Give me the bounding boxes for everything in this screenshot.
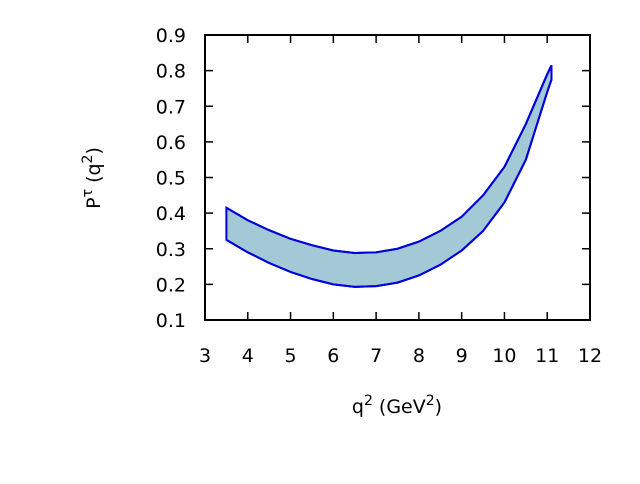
y-axis-label: Pτ (q2) bbox=[80, 147, 105, 209]
y-axis-label-part: ) bbox=[83, 147, 105, 154]
x-tick-label: 4 bbox=[242, 345, 254, 367]
y-tick-label: 0.7 bbox=[156, 96, 186, 118]
y-axis-label-part: τ bbox=[80, 189, 96, 197]
x-tick-label: 8 bbox=[413, 345, 425, 367]
band-fill bbox=[225, 64, 553, 288]
y-axis-label-part: P bbox=[83, 197, 105, 208]
x-tick-label: 12 bbox=[578, 345, 602, 367]
x-tick-label: 3 bbox=[199, 345, 211, 367]
y-tick-label: 0.2 bbox=[156, 274, 186, 296]
x-tick-label: 11 bbox=[535, 345, 559, 367]
x-tick-label: 7 bbox=[370, 345, 382, 367]
y-tick-label: 0.6 bbox=[156, 132, 186, 154]
x-tick-label: 10 bbox=[492, 345, 516, 367]
x-axis-label-part: 2 bbox=[426, 393, 435, 409]
x-axis-label-part: ) bbox=[435, 396, 442, 418]
y-tick-label: 0.8 bbox=[156, 61, 186, 83]
y-tick-label: 0.3 bbox=[156, 239, 186, 261]
x-axis-label-part: q bbox=[352, 396, 364, 418]
y-axis-label-part: 2 bbox=[80, 155, 96, 164]
y-tick-label: 0.1 bbox=[156, 310, 186, 332]
y-tick-label: 0.9 bbox=[156, 25, 186, 47]
x-axis-label-part: 2 bbox=[364, 393, 373, 409]
x-tick-label: 9 bbox=[456, 345, 468, 367]
y-axis-label-part: (q bbox=[83, 163, 105, 189]
x-axis-label-part: (GeV bbox=[373, 396, 426, 418]
y-tick-label: 0.5 bbox=[156, 168, 186, 190]
lower-line bbox=[225, 79, 553, 288]
y-tick-label: 0.4 bbox=[156, 203, 186, 225]
upper-line bbox=[225, 64, 553, 255]
x-tick-label: 6 bbox=[327, 345, 339, 367]
x-tick-label: 5 bbox=[285, 345, 297, 367]
x-axis-label: q2 (GeV2) bbox=[352, 393, 442, 418]
